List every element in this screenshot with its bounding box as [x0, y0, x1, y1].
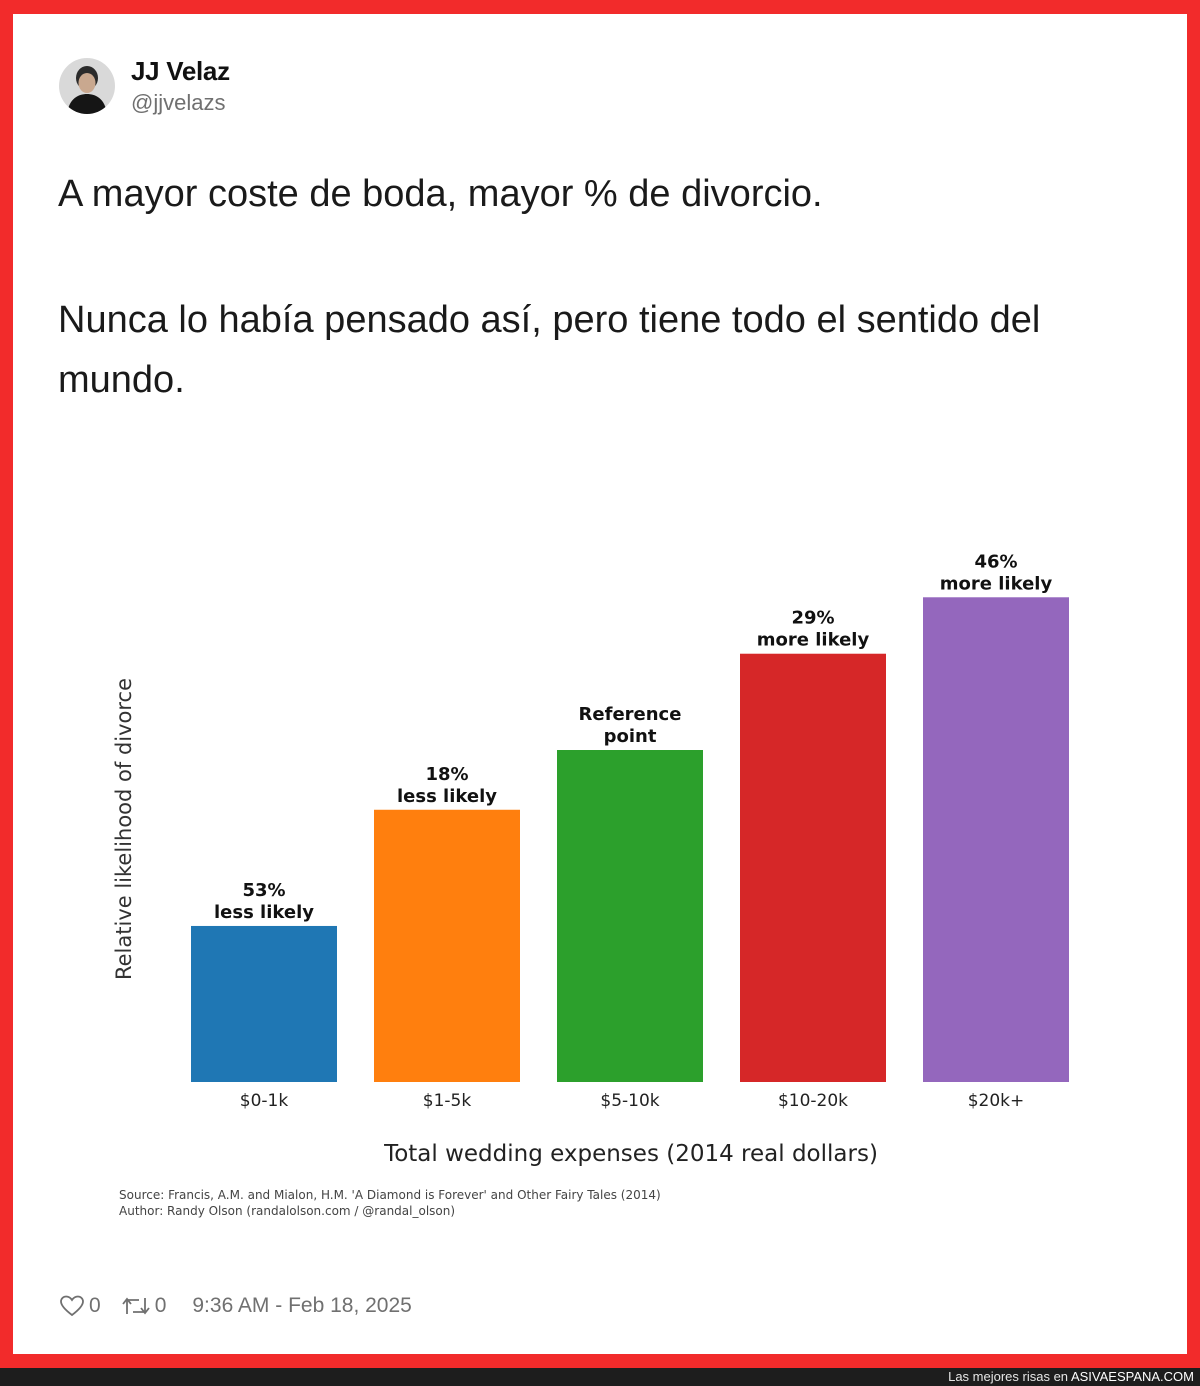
- bar-label-top: 29%: [791, 608, 834, 629]
- site-credit-prefix: Las mejores risas en: [948, 1369, 1071, 1384]
- x-tick-label: $5-10k: [600, 1091, 659, 1111]
- bar-$10-20k: [740, 653, 886, 1082]
- bar-$20k+: [923, 597, 1069, 1082]
- x-tick-label: $10-20k: [778, 1091, 848, 1111]
- timestamp[interactable]: 9:36 AM - Feb 18, 2025: [192, 1294, 412, 1317]
- y-axis-label: Relative likelihood of divorce: [112, 678, 136, 980]
- bar-label-bottom: more likely: [757, 630, 870, 651]
- heart-icon[interactable]: [59, 1294, 85, 1318]
- site-credit-bar: Las mejores risas en ASIVAESPANA.COM: [0, 1368, 1200, 1386]
- tweet-footer: 0 0 9:36 AM - Feb 18, 2025: [59, 1286, 412, 1326]
- bar-$1-5k: [374, 809, 520, 1082]
- bar-$5-10k: [557, 750, 703, 1082]
- x-tick-label: $20k+: [968, 1091, 1025, 1111]
- retweet-icon[interactable]: [121, 1294, 151, 1318]
- author-name[interactable]: JJ Velaz: [131, 56, 230, 86]
- x-tick-label: $0-1k: [240, 1091, 289, 1111]
- bar-label-bottom: less likely: [397, 786, 497, 807]
- author-line: Author: Randy Olson (randalolson.com / @…: [119, 1204, 455, 1218]
- x-tick-label: $1-5k: [423, 1091, 472, 1111]
- bar-$0-1k: [191, 925, 337, 1082]
- bar-label-bottom: point: [604, 726, 657, 747]
- avatar-icon[interactable]: [59, 58, 115, 114]
- like-count: 0: [89, 1294, 101, 1317]
- author-handle[interactable]: @jjvelazs: [131, 90, 226, 115]
- retweet-count: 0: [154, 1294, 167, 1317]
- bar-label-top: 18%: [425, 764, 468, 785]
- bar-label-bottom: more likely: [940, 573, 1053, 594]
- tweet-text-line2: Nunca lo había pensado así, pero tiene t…: [58, 299, 1041, 401]
- site-brand-link[interactable]: ASIVAESPANA.COM: [1070, 1369, 1194, 1384]
- x-axis-label: Total wedding expenses (2014 real dollar…: [383, 1141, 878, 1167]
- bar-label-top: 53%: [242, 880, 285, 901]
- tweet-text-line1: A mayor coste de boda, mayor % de divorc…: [58, 173, 823, 215]
- bar-label-bottom: less likely: [214, 902, 314, 923]
- bar-label-top: Reference: [579, 704, 682, 725]
- bar-label-top: 46%: [974, 551, 1017, 572]
- tweet-card: JJ Velaz @jjvelazs A mayor coste de boda…: [13, 14, 1187, 1354]
- source-line: Source: Francis, A.M. and Mialon, H.M. '…: [119, 1188, 661, 1202]
